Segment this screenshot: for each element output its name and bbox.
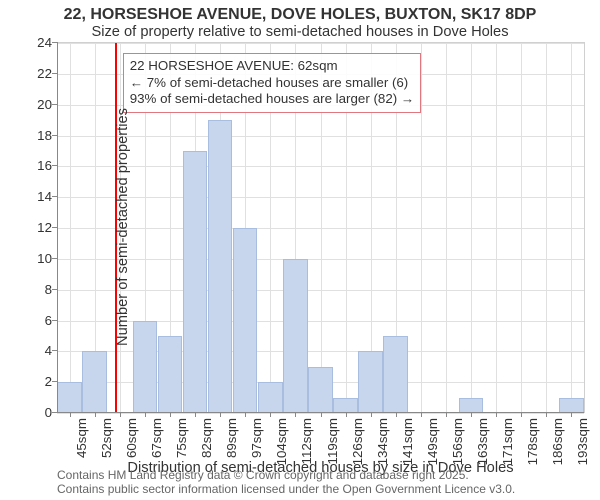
bar [57, 382, 82, 413]
bar [358, 351, 383, 413]
y-tick-label: 24 [22, 35, 52, 50]
chart-title: 22, HORSESHOE AVENUE, DOVE HOLES, BUXTON… [0, 6, 600, 24]
bar [133, 321, 158, 414]
bar [308, 367, 333, 413]
y-axis-title: Number of semi-detached properties [115, 108, 131, 346]
bar [183, 151, 208, 413]
y-tick-label: 6 [22, 313, 52, 328]
y-tick-label: 4 [22, 343, 52, 358]
bar [158, 336, 183, 413]
bar [459, 398, 484, 413]
y-tick-label: 18 [22, 128, 52, 143]
y-tick-label: 16 [22, 158, 52, 173]
y-tick-label: 12 [22, 220, 52, 235]
y-tick-label: 8 [22, 282, 52, 297]
y-tick-label: 22 [22, 66, 52, 81]
y-tick-label: 0 [22, 405, 52, 420]
bar [258, 382, 283, 413]
credits: Contains HM Land Registry data © Crown c… [57, 469, 515, 497]
bar [559, 398, 584, 413]
y-axis-title-wrap: Number of semi-detached properties [4, 42, 24, 412]
bar [208, 120, 233, 413]
credits-line: Contains public sector information licen… [57, 483, 515, 497]
bar [333, 398, 358, 413]
annotation-line: ← 7% of semi-detached houses are smaller… [130, 75, 414, 92]
plot-area: 22 HORSESHOE AVENUE: 62sqm← 7% of semi-d… [57, 42, 585, 413]
bar [233, 228, 258, 413]
property-size-histogram: 22, HORSESHOE AVENUE, DOVE HOLES, BUXTON… [0, 0, 600, 500]
annotation-line: 22 HORSESHOE AVENUE: 62sqm [130, 58, 414, 75]
y-tick-label: 2 [22, 374, 52, 389]
y-tick-label: 10 [22, 251, 52, 266]
y-axis-line [57, 42, 58, 412]
annotation-box: 22 HORSESHOE AVENUE: 62sqm← 7% of semi-d… [123, 53, 421, 113]
bar [82, 351, 107, 413]
bar [283, 259, 308, 413]
credits-line: Contains HM Land Registry data © Crown c… [57, 469, 515, 483]
annotation-line: 93% of semi-detached houses are larger (… [130, 91, 414, 108]
y-tick-label: 20 [22, 97, 52, 112]
bar [383, 336, 408, 413]
y-tick-label: 14 [22, 189, 52, 204]
chart-subtitle: Size of property relative to semi-detach… [0, 24, 600, 40]
